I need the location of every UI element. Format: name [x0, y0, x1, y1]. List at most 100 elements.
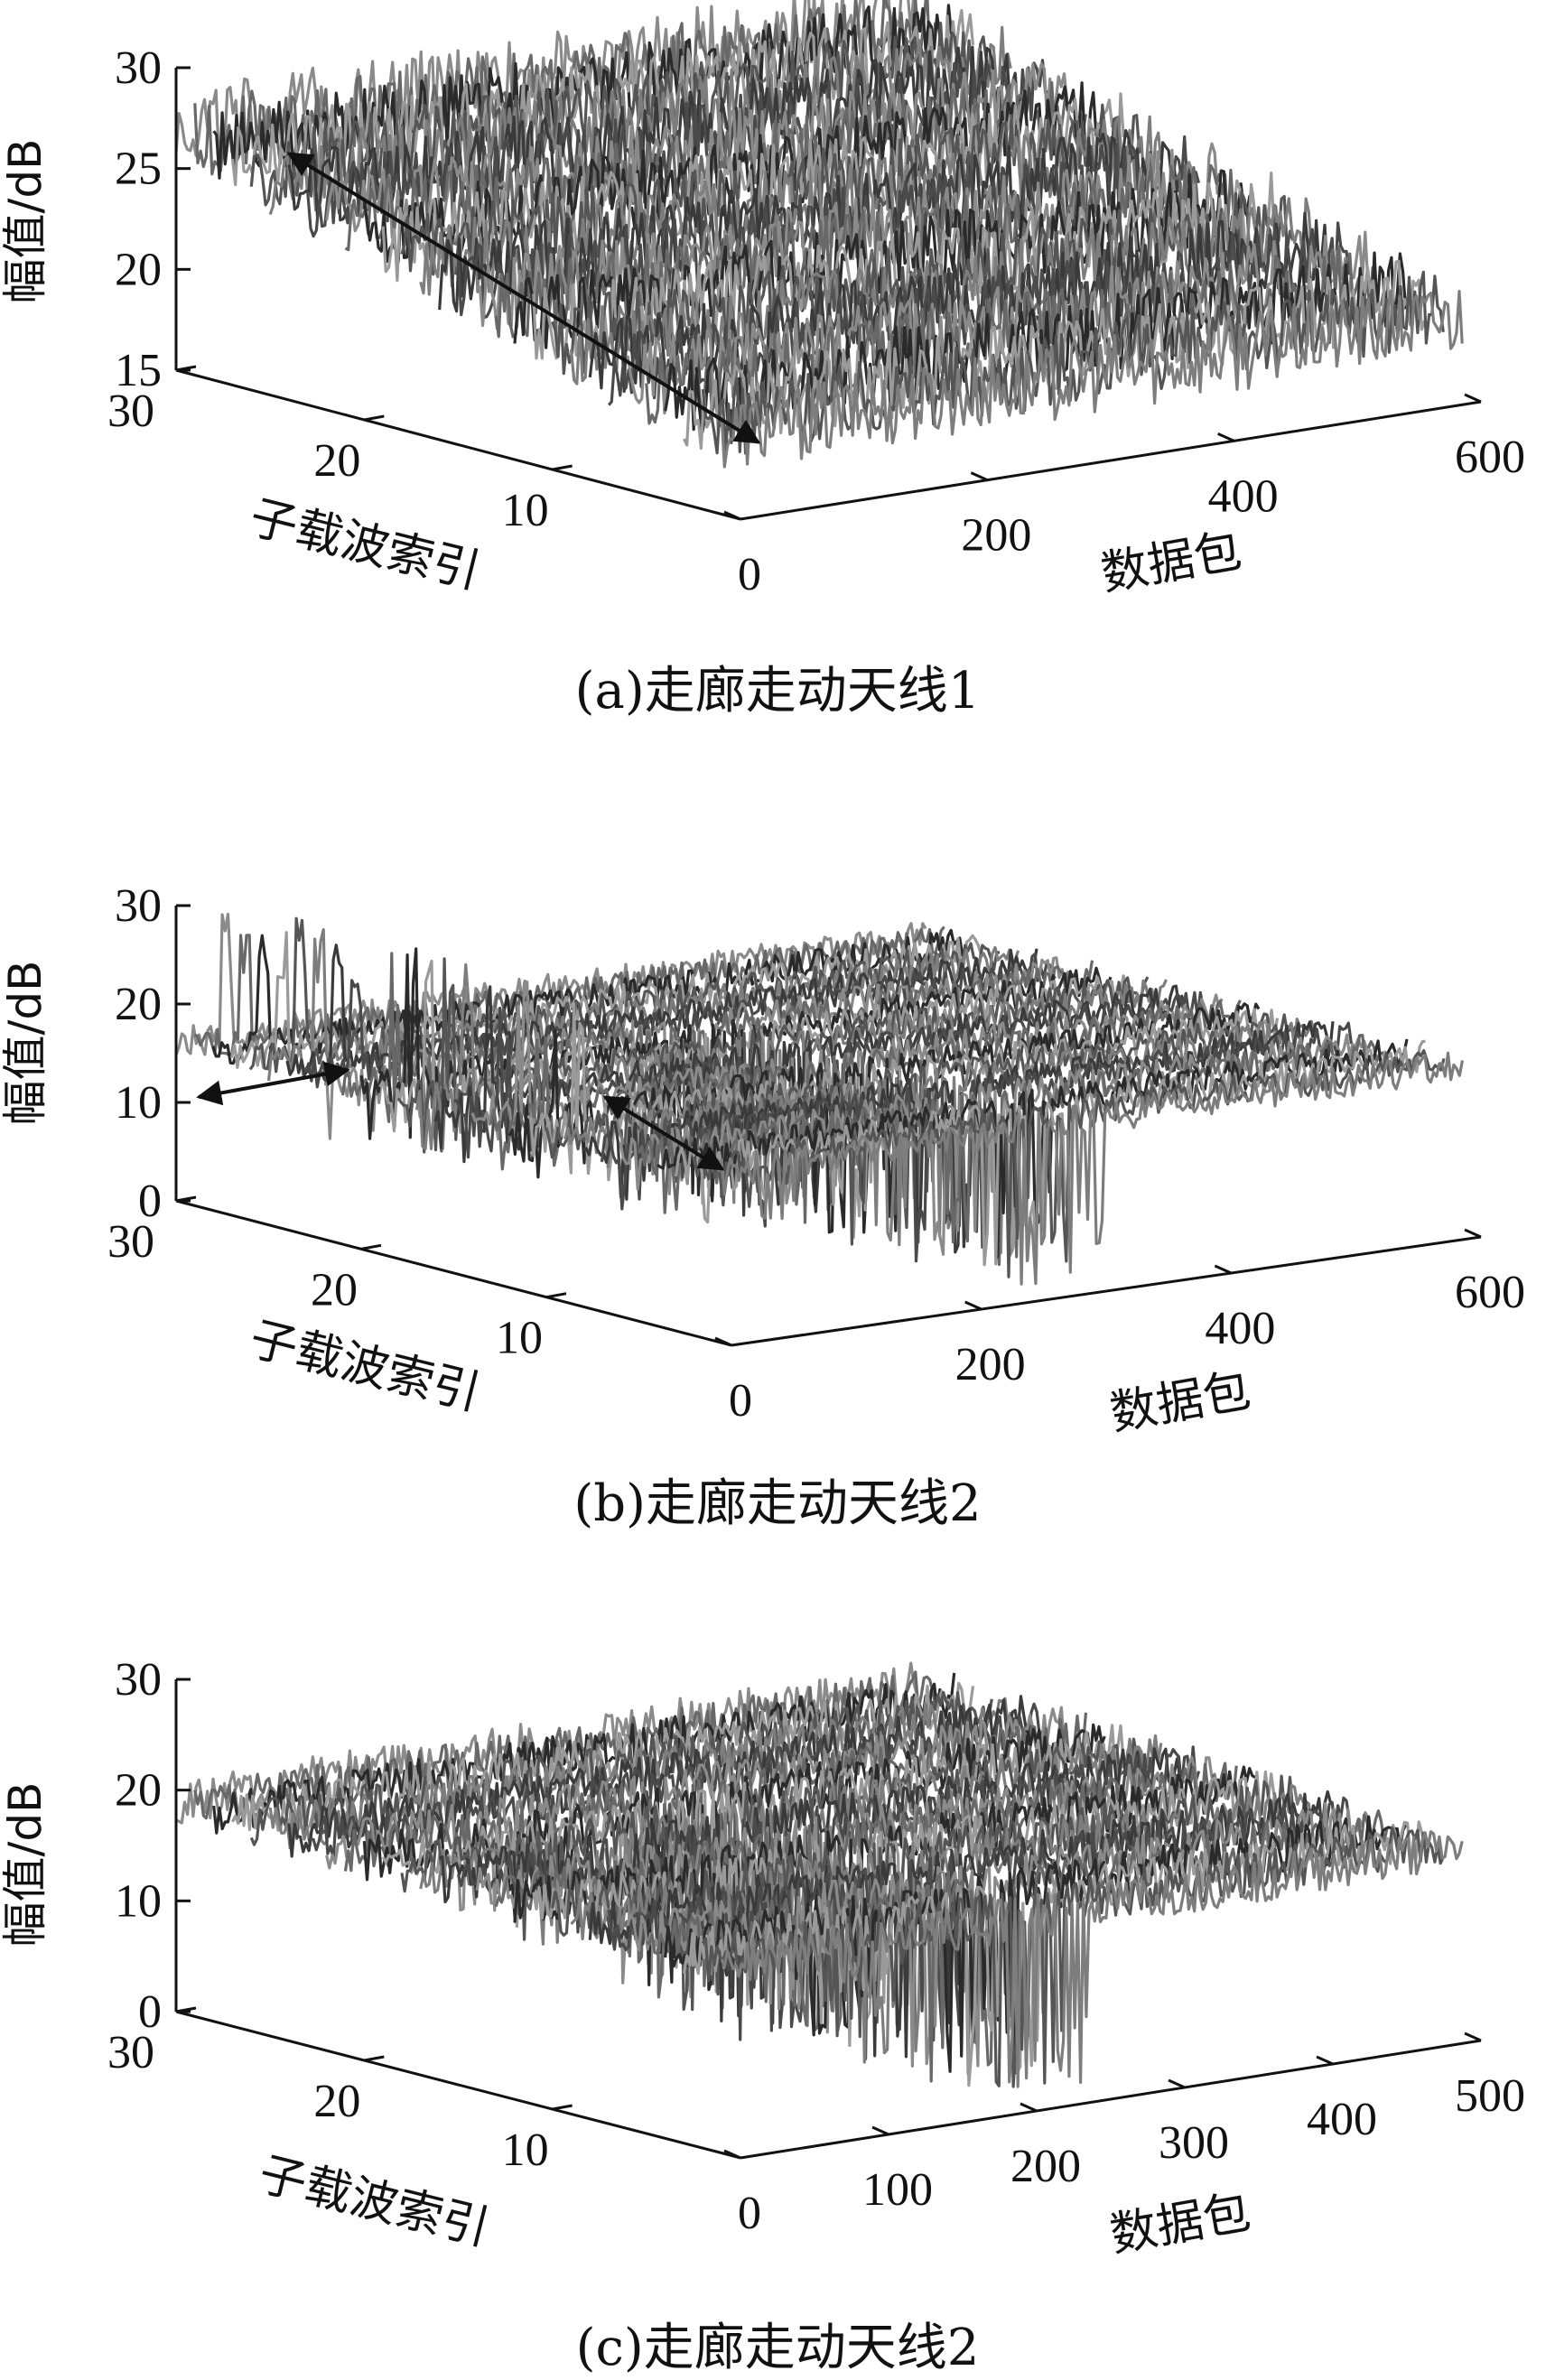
series-line: [212, 4, 954, 180]
annotation-double-arrow: [196, 1061, 350, 1106]
y-tick: [175, 2006, 197, 2013]
y-tick: [175, 365, 197, 372]
series-line: [638, 1034, 1390, 1267]
z-tick-label: 10: [115, 1875, 162, 1927]
chart-panel-c: 0 10 20 30 30 20 10 0 100 200 300 400 500 幅值/dB 子载波索引数…: [0, 1607, 1555, 2377]
x-tick: [723, 510, 741, 521]
y-axis-title: 子载波索引: [254, 2147, 495, 2256]
x-tick: [723, 2149, 741, 2160]
x-tick-label: 0: [738, 549, 761, 600]
x-tick-label: 400: [1307, 2094, 1377, 2145]
z-axis-title: 幅值/dB: [0, 139, 51, 304]
series-line: [532, 1770, 1276, 2048]
axes: [174, 1678, 1482, 2160]
series-line: [720, 289, 1464, 469]
chart-caption-c: (c)走廊走动天线2: [575, 2319, 980, 2377]
x-axis-title: 数据包: [1106, 1363, 1254, 1441]
chart-caption-b: (b)走廊走动天线2: [573, 1474, 982, 1533]
x-tick: [970, 471, 988, 482]
x-axis-line: [740, 2039, 1482, 2160]
x-tick-label: 100: [862, 2164, 933, 2216]
x-axis-line: [731, 1235, 1482, 1347]
y-tick: [552, 464, 573, 471]
y-tick: [364, 2055, 385, 2062]
series-line: [682, 1820, 1427, 2087]
x-tick: [1168, 2078, 1186, 2089]
z-tick-label: 20: [115, 1765, 162, 1817]
waterfall-chart-b: 0 10 20 30 30 20 10 0 200 400 600 幅值/dB 子载波索引 数据包: [0, 880, 1525, 1441]
y-axis-line: [175, 368, 741, 521]
z-tick-label: 15: [115, 345, 162, 396]
x-tick: [1464, 2031, 1482, 2042]
y-tick-label: 30: [107, 2027, 154, 2078]
y-tick-label: 10: [502, 2124, 549, 2176]
z-axis-title: 幅值/dB: [0, 1782, 51, 1948]
x-tick-label: 600: [1455, 1267, 1525, 1318]
x-axis-title: 数据包: [1097, 524, 1245, 601]
x-tick: [714, 1336, 732, 1347]
y-tick-label: 20: [313, 2076, 360, 2127]
annotation-double-arrow: [602, 1095, 725, 1171]
z-tick-label: 30: [115, 42, 162, 94]
y-axis-title: 子载波索引: [245, 1312, 486, 1421]
series-line: [193, 925, 945, 1057]
y-tick-label: 20: [311, 1264, 358, 1316]
y-axis-line: [175, 1199, 732, 1347]
series-line: [325, 1706, 1069, 1985]
x-tick: [1316, 2055, 1334, 2066]
annotation-double-arrow: [286, 152, 761, 444]
z-tick-label: 0: [138, 1176, 162, 1227]
x-tick-label: 0: [729, 1375, 752, 1427]
z-tick-label: 25: [115, 144, 162, 195]
series-line: [693, 1049, 1446, 1278]
y-axis-line: [175, 2010, 741, 2160]
y-tick-label: 10: [496, 1313, 543, 1364]
y-tick-label: 30: [107, 386, 154, 437]
z-tick-label: 0: [138, 1986, 162, 2038]
x-tick: [1217, 432, 1235, 442]
x-tick-label: 200: [961, 510, 1031, 562]
z-axis-title: 幅值/dB: [0, 961, 51, 1126]
series-traces: [174, 0, 1464, 469]
z-tick-label: 30: [115, 880, 162, 932]
y-tick-label: 10: [502, 485, 549, 536]
z-tick-label: 20: [115, 244, 162, 295]
y-tick: [175, 1195, 197, 1203]
x-axis-title: 数据包: [1106, 2185, 1254, 2263]
x-tick: [1464, 393, 1482, 404]
x-tick: [964, 1300, 982, 1311]
x-axis-line: [740, 400, 1482, 521]
y-tick: [552, 2104, 573, 2111]
x-tick-label: 200: [1010, 2141, 1081, 2192]
y-tick: [545, 1292, 567, 1299]
y-tick: [364, 414, 385, 422]
x-tick-label: 200: [955, 1339, 1026, 1390]
waterfall-chart-a: 15 20 25 30 30 20 10 0 200 400 600 幅值/dB 子载波索引 数据包: [0, 0, 1525, 601]
x-tick: [871, 2125, 889, 2136]
chart-panel-b: 0 10 20 30 30 20 10 0 200 400 600 幅值/dB 子载波索引 数据包 (b)…: [0, 813, 1555, 1589]
z-tick-label: 30: [115, 1654, 162, 1706]
x-tick: [1020, 2102, 1038, 2113]
y-tick: [360, 1243, 382, 1250]
series-traces: [175, 1661, 1464, 2088]
y-axis-title: 子载波索引: [245, 490, 486, 600]
chart-panel-a: 15 20 25 30 30 20 10 0 200 400 600 幅值/dB 子载波索引 数据包 (a…: [0, 0, 1555, 740]
y-tick-label: 20: [313, 435, 360, 487]
x-tick-label: 300: [1159, 2117, 1229, 2169]
z-tick-label: 10: [115, 1077, 162, 1129]
x-tick-label: 0: [738, 2188, 761, 2239]
series-line: [701, 1826, 1445, 2088]
chart-caption-a: (a)走廊走动天线1: [574, 662, 981, 721]
x-tick: [1214, 1264, 1232, 1275]
x-tick: [1464, 1228, 1482, 1239]
x-tick-label: 400: [1208, 470, 1279, 522]
x-tick-label: 400: [1205, 1303, 1275, 1354]
series-line: [701, 270, 1445, 457]
series-line: [712, 1051, 1465, 1286]
y-tick-label: 30: [107, 1216, 154, 1268]
z-tick-label: 20: [115, 979, 162, 1030]
axes: [174, 904, 1482, 1347]
series-line: [720, 1830, 1464, 2088]
x-tick-label: 600: [1455, 432, 1525, 483]
x-tick-label: 500: [1455, 2070, 1525, 2122]
